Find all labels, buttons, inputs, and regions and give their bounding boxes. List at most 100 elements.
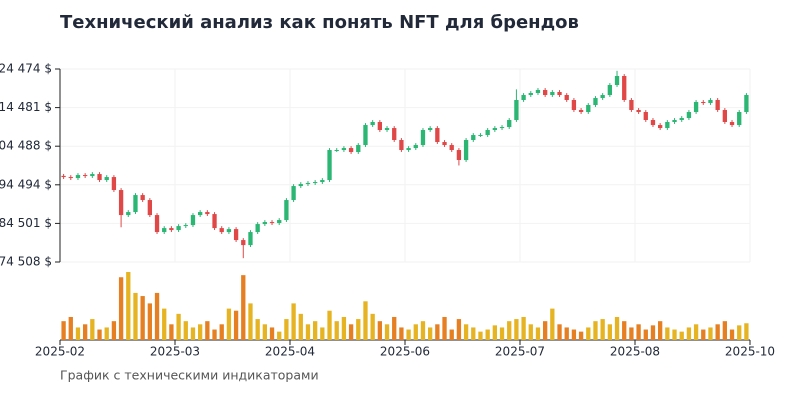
volume-bar xyxy=(298,313,303,340)
candle-body xyxy=(147,200,152,216)
y-tick-label: 114 481 $ xyxy=(0,100,52,114)
volume-bar xyxy=(406,329,411,340)
candle-body xyxy=(607,85,612,96)
x-tick-label: 2025-02 xyxy=(35,345,85,359)
volume-bar xyxy=(392,316,397,340)
candle-body xyxy=(320,180,325,183)
volume-bar xyxy=(550,308,555,340)
candle-body xyxy=(90,174,95,177)
volume-bar xyxy=(413,324,418,340)
volume-bar xyxy=(111,321,117,340)
volume-bar xyxy=(190,327,196,340)
volume-bar xyxy=(61,321,66,340)
volume-bar xyxy=(205,321,210,340)
candle-body xyxy=(313,182,318,184)
candle-body xyxy=(420,130,426,146)
volume-bar xyxy=(233,310,239,340)
candle-body xyxy=(622,76,627,100)
volume-bar xyxy=(198,324,203,340)
volume-bar xyxy=(715,324,720,340)
y-tick-label: 124 474 $ xyxy=(0,62,52,76)
candle-body xyxy=(550,91,555,96)
volume-bar xyxy=(528,324,533,340)
volume-bar xyxy=(593,321,598,340)
volume-bar xyxy=(83,324,88,340)
volume-bar xyxy=(162,308,167,340)
volume-bar xyxy=(75,327,81,340)
volume-bar xyxy=(219,324,224,340)
volume-bar xyxy=(514,319,519,340)
x-tick-label: 2025-06 xyxy=(380,345,430,359)
volume-bar xyxy=(277,331,282,340)
volume-bar xyxy=(241,275,246,340)
candle-body xyxy=(205,212,210,215)
volume-bar xyxy=(262,324,267,340)
candle-body xyxy=(334,150,339,152)
volume-bar xyxy=(313,321,318,340)
volume-bar xyxy=(722,321,727,340)
volume-bar xyxy=(226,308,232,340)
volume-bar xyxy=(90,319,95,340)
candle-body xyxy=(305,183,311,185)
volume-bar xyxy=(212,329,217,340)
x-tick-label: 2025-10 xyxy=(725,345,775,359)
candle-body xyxy=(521,95,526,100)
candle-body xyxy=(248,232,253,246)
volume-bar xyxy=(377,321,382,340)
candle-body xyxy=(528,93,533,96)
candle-body xyxy=(277,220,282,224)
volume-bar xyxy=(248,303,253,340)
volume-bar xyxy=(492,325,497,340)
volume-bar xyxy=(269,327,275,340)
volume-bar xyxy=(729,329,735,340)
volume-bar xyxy=(693,324,699,340)
candle-body xyxy=(111,177,117,191)
candle-body xyxy=(578,109,584,113)
volume-bar xyxy=(255,319,260,340)
candle-body xyxy=(507,120,512,128)
volume-bar xyxy=(672,329,677,340)
volume-bar xyxy=(68,316,73,340)
volume-bar xyxy=(478,331,483,340)
candle-body xyxy=(600,95,605,99)
volume-bar xyxy=(176,313,181,340)
volume-bar xyxy=(622,321,627,340)
volume-bar xyxy=(650,325,656,340)
volume-bar xyxy=(183,321,188,340)
candle-body xyxy=(140,195,145,201)
volume-bar xyxy=(147,303,152,340)
candle-body xyxy=(104,177,109,181)
volume-bar xyxy=(499,327,505,340)
volume-bar xyxy=(370,313,375,340)
candle-body xyxy=(61,175,66,178)
x-tick-label: 2025-07 xyxy=(495,345,545,359)
volume-bar xyxy=(600,319,605,340)
candle-body xyxy=(629,99,634,110)
x-tick-label: 2025-08 xyxy=(610,345,660,359)
volume-bar xyxy=(356,319,361,340)
volume-bar xyxy=(708,327,713,340)
volume-bar xyxy=(104,327,109,340)
volume-bar xyxy=(456,319,462,340)
candle-body xyxy=(226,229,232,233)
candle-body xyxy=(485,130,490,136)
volume-bar xyxy=(291,303,296,340)
candle-body xyxy=(176,226,181,231)
candle-body xyxy=(241,240,246,246)
candle-body xyxy=(284,200,289,221)
candle-body xyxy=(722,109,727,123)
candle-body xyxy=(327,150,332,181)
volume-bar xyxy=(658,321,663,340)
candle-body xyxy=(348,148,354,153)
candle-body xyxy=(399,140,404,151)
candle-body xyxy=(298,184,303,187)
candle-body xyxy=(564,95,569,100)
volume-bar xyxy=(586,327,591,340)
candle-body xyxy=(693,102,699,113)
volume-bar xyxy=(154,292,160,340)
y-tick-label: 74 508 $ xyxy=(0,255,52,269)
volume-bar xyxy=(543,321,548,340)
volume-bar xyxy=(607,324,612,340)
volume-bar xyxy=(463,324,469,340)
volume-bar xyxy=(449,329,454,340)
